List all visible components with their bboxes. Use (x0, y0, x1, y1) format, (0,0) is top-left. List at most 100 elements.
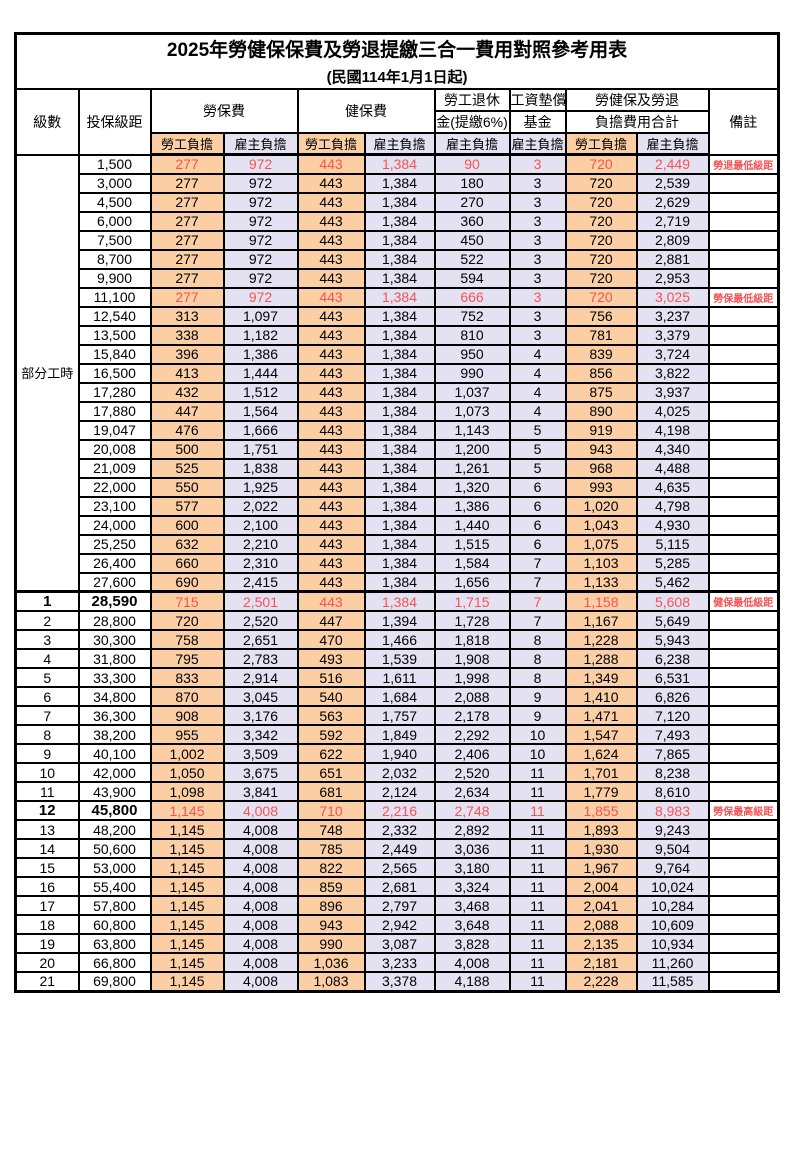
cell-level: 8 (14, 724, 80, 745)
col-header-labor-insurance: 勞保費 (149, 88, 299, 134)
cell-total-employer: 5,285 (635, 552, 710, 574)
cell-bracket: 24,000 (77, 514, 152, 536)
table-row: 14 50,600 1,145 4,008 785 2,449 3,036 11 1,930 9,… (14, 838, 780, 859)
cell-total-employer: 2,539 (635, 172, 710, 194)
cell-total-employer: 5,462 (635, 571, 710, 593)
cell-wage-fund-employer: 11 (508, 914, 567, 935)
cell-health-employer: 3,378 (363, 971, 436, 992)
table-row: 6,000 277 972 443 1,384 360 3 720 2,719 (16, 210, 780, 232)
cell-total-employee: 968 (564, 457, 638, 479)
cell-health-employee: 748 (296, 819, 366, 840)
cell-health-employee: 447 (296, 610, 366, 631)
cell-remark (707, 191, 780, 213)
title-block: 2025年勞健保保費及勞退提繳三合一費用對照參考用表 (民國114年1月1日起) (14, 32, 780, 90)
cell-bracket: 28,800 (77, 610, 152, 631)
cell-bracket: 15,840 (77, 343, 152, 365)
cell-wage-fund-employer: 6 (508, 495, 567, 517)
col-header-pension-line2: 金(提繳6%) (433, 110, 511, 134)
cell-bracket: 16,500 (77, 362, 152, 384)
cell-health-employer: 1,849 (363, 724, 436, 745)
cell-total-employee: 839 (564, 343, 638, 365)
cell-health-employee: 443 (296, 324, 366, 346)
cell-health-employee: 563 (296, 705, 366, 726)
col-header-total-line2: 負擔費用合計 (564, 110, 710, 134)
cell-bracket: 7,500 (77, 229, 152, 251)
cell-bracket: 50,600 (77, 838, 152, 859)
cell-bracket: 19,047 (77, 419, 152, 441)
cell-pension-employer: 1,073 (433, 400, 511, 422)
cell-total-employee: 1,043 (564, 514, 638, 536)
fee-reference-table: 2025年勞健保保費及勞退提繳三合一費用對照參考用表 (民國114年1月1日起)… (14, 32, 781, 993)
cell-bracket: 20,008 (77, 438, 152, 460)
cell-labor-employee: 338 (149, 324, 225, 346)
cell-health-employee: 470 (296, 629, 366, 650)
table-row: 20,008 500 1,751 443 1,384 1,200 5 943 4,340 (16, 438, 780, 460)
cell-health-employer: 1,384 (363, 419, 436, 441)
subheader-labor-employee: 勞工負擔 (149, 132, 225, 156)
cell-bracket: 4,500 (77, 191, 152, 213)
cell-wage-fund-employer: 7 (508, 571, 567, 593)
table-row: 8,700 277 972 443 1,384 522 3 720 2,881 (16, 248, 780, 270)
cell-health-employer: 1,384 (363, 381, 436, 403)
cell-level: 14 (14, 838, 80, 859)
cell-bracket: 22,000 (77, 476, 152, 498)
table-row: 20 66,800 1,145 4,008 1,036 3,233 4,008 11 2,181… (14, 952, 780, 973)
cell-health-employee: 710 (296, 800, 366, 821)
cell-remark (707, 971, 780, 992)
cell-labor-employer: 972 (222, 153, 299, 175)
cell-labor-employer: 3,841 (222, 781, 299, 802)
cell-total-employee: 720 (564, 248, 638, 270)
cell-remark (707, 667, 780, 688)
cell-remark (707, 895, 780, 916)
cell-health-employer: 1,384 (363, 153, 436, 175)
cell-health-employer: 1,384 (363, 229, 436, 251)
cell-health-employee: 681 (296, 781, 366, 802)
cell-remark (707, 495, 780, 517)
cell-labor-employer: 1,182 (222, 324, 299, 346)
cell-labor-employee: 277 (149, 153, 225, 175)
cell-labor-employee: 413 (149, 362, 225, 384)
cell-total-employee: 781 (564, 324, 638, 346)
cell-bracket: 26,400 (77, 552, 152, 574)
cell-pension-employer: 1,440 (433, 514, 511, 536)
cell-labor-employer: 3,675 (222, 762, 299, 783)
cell-total-employer: 3,379 (635, 324, 710, 346)
cell-labor-employee: 632 (149, 533, 225, 555)
cell-bracket: 8,700 (77, 248, 152, 270)
col-header-wage-fund-line2: 基金 (508, 110, 567, 134)
cell-pension-employer: 950 (433, 343, 511, 365)
cell-wage-fund-employer: 10 (508, 724, 567, 745)
table-row: 27,600 690 2,415 443 1,384 1,656 7 1,133 5,462 (16, 571, 780, 593)
cell-labor-employer: 1,838 (222, 457, 299, 479)
cell-labor-employee: 720 (149, 610, 225, 631)
cell-wage-fund-employer: 4 (508, 362, 567, 384)
cell-health-employee: 493 (296, 648, 366, 669)
cell-bracket: 40,100 (77, 743, 152, 764)
cell-labor-employee: 277 (149, 210, 225, 232)
col-header-wage-fund-line1: 工資墊償 (508, 88, 567, 112)
cell-total-employer: 10,024 (635, 876, 710, 897)
cell-bracket: 57,800 (77, 895, 152, 916)
cell-level: 10 (14, 762, 80, 783)
table-row: 19,047 476 1,666 443 1,384 1,143 5 919 4,198 (16, 419, 780, 441)
cell-wage-fund-employer: 6 (508, 476, 567, 498)
cell-total-employer: 9,243 (635, 819, 710, 840)
table-row: 9,900 277 972 443 1,384 594 3 720 2,953 (16, 267, 780, 289)
table-row: 1 28,590 715 2,501 443 1,384 1,715 7 1,158 5,608 健… (14, 590, 780, 612)
cell-bracket: 25,250 (77, 533, 152, 555)
cell-bracket: 11,100 (77, 286, 152, 308)
cell-wage-fund-employer: 4 (508, 400, 567, 422)
cell-total-employee: 2,004 (564, 876, 638, 897)
cell-bracket: 43,900 (77, 781, 152, 802)
cell-remark (707, 610, 780, 631)
cell-total-employee: 720 (564, 172, 638, 194)
cell-health-employee: 443 (296, 248, 366, 270)
cell-labor-employer: 4,008 (222, 914, 299, 935)
cell-bracket: 17,880 (77, 400, 152, 422)
cell-labor-employer: 1,751 (222, 438, 299, 460)
cell-total-employee: 943 (564, 438, 638, 460)
cell-pension-employer: 1,320 (433, 476, 511, 498)
cell-labor-employee: 396 (149, 343, 225, 365)
cell-labor-employer: 1,097 (222, 305, 299, 327)
cell-remark (707, 514, 780, 536)
